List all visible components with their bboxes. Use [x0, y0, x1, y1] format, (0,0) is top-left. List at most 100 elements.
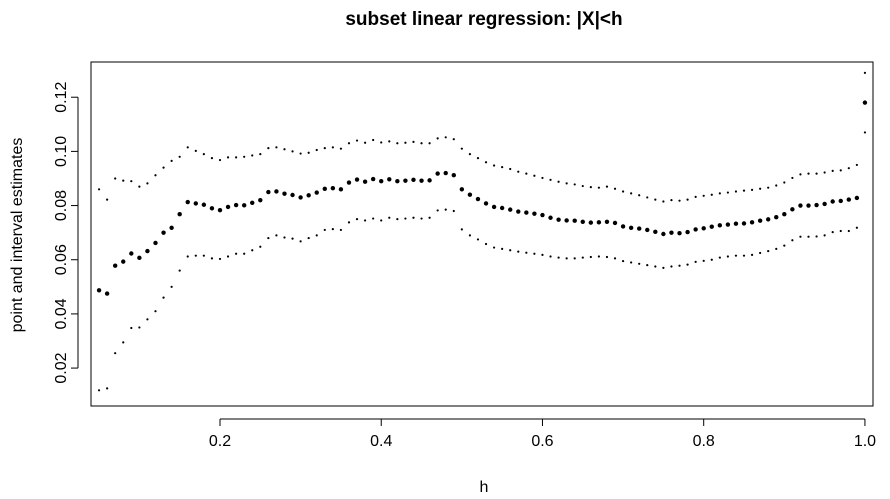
- data-point: [807, 235, 810, 238]
- data-point: [662, 200, 665, 203]
- data-point: [404, 141, 407, 144]
- data-point: [694, 260, 697, 263]
- data-point: [573, 183, 576, 186]
- data-point: [557, 256, 560, 259]
- data-point: [275, 234, 278, 237]
- data-point: [799, 235, 802, 238]
- data-point: [630, 261, 633, 264]
- data-point: [726, 255, 729, 258]
- data-point: [339, 228, 343, 232]
- data-point: [218, 158, 222, 162]
- data-point: [638, 262, 641, 265]
- data-point: [427, 178, 432, 183]
- data-point: [420, 217, 423, 220]
- data-point: [581, 184, 584, 188]
- data-point: [266, 189, 271, 195]
- data-point: [734, 190, 738, 193]
- data-point: [129, 251, 134, 256]
- data-point: [161, 230, 166, 235]
- data-point: [492, 246, 496, 249]
- data-point: [235, 156, 238, 159]
- y-tick-label: 0.12: [53, 82, 70, 113]
- data-point: [646, 196, 649, 199]
- data-point: [202, 254, 205, 257]
- data-point: [791, 176, 794, 180]
- data-point: [483, 201, 489, 206]
- x-axis-label: h: [480, 479, 489, 496]
- data-point: [379, 178, 384, 184]
- data-point: [862, 100, 868, 105]
- data-point: [509, 249, 512, 252]
- y-tick-label: 0.08: [53, 190, 70, 221]
- data-point: [468, 234, 472, 237]
- data-point: [822, 201, 827, 207]
- data-point: [588, 220, 594, 225]
- data-point: [757, 218, 763, 223]
- x-tick-label: 0.6: [531, 433, 553, 450]
- data-point: [380, 141, 383, 144]
- data-point: [436, 137, 439, 140]
- data-point: [726, 191, 729, 194]
- data-point: [589, 255, 592, 259]
- y-tick-label: 0.04: [53, 298, 70, 329]
- data-point: [612, 220, 618, 226]
- data-point: [686, 198, 689, 201]
- data-point: [540, 212, 545, 218]
- data-point: [686, 263, 689, 266]
- data-point: [138, 185, 141, 188]
- data-point: [355, 218, 359, 221]
- data-point: [395, 178, 400, 184]
- data-point: [750, 253, 754, 256]
- data-point: [791, 239, 794, 242]
- data-point: [307, 236, 310, 240]
- data-point: [419, 178, 424, 183]
- data-point: [388, 140, 391, 143]
- data-point: [556, 217, 561, 222]
- data-point: [765, 217, 771, 222]
- data-point: [767, 186, 770, 189]
- data-point: [241, 203, 247, 208]
- data-point: [387, 177, 392, 182]
- data-point: [759, 251, 762, 255]
- data-point: [267, 147, 270, 150]
- x-tick-label: 0.4: [370, 433, 392, 450]
- data-point: [541, 253, 544, 256]
- data-point: [396, 142, 399, 145]
- data-point: [315, 148, 318, 152]
- data-point: [178, 269, 181, 272]
- data-point: [354, 177, 360, 182]
- data-point: [548, 215, 553, 220]
- data-point: [154, 174, 157, 177]
- data-point: [815, 172, 818, 175]
- data-point: [799, 173, 802, 176]
- data-point: [783, 181, 786, 184]
- data-point: [106, 387, 109, 390]
- data-point: [654, 198, 657, 201]
- data-point: [146, 182, 149, 185]
- data-point: [146, 318, 149, 321]
- data-point: [589, 186, 592, 189]
- x-tick-label: 0.2: [209, 433, 231, 450]
- data-point: [565, 257, 568, 260]
- y-axis: 0.02 0.04 0.06 0.08 0.10 0.12: [53, 82, 79, 384]
- data-point: [396, 218, 399, 221]
- series-2: [97, 131, 867, 392]
- data-point: [661, 231, 666, 237]
- data-point: [290, 192, 295, 198]
- data-point: [467, 192, 473, 197]
- data-point: [209, 206, 215, 211]
- data-point: [218, 257, 222, 261]
- data-point: [291, 150, 294, 153]
- data-point: [420, 142, 423, 145]
- data-point: [846, 197, 852, 202]
- data-point: [251, 249, 254, 252]
- data-point: [162, 166, 165, 169]
- data-point: [565, 182, 568, 185]
- data-point: [194, 254, 197, 257]
- data-point: [516, 209, 521, 214]
- data-point: [388, 216, 391, 219]
- data-point: [475, 196, 481, 202]
- data-point: [823, 171, 826, 174]
- data-point: [741, 221, 747, 226]
- data-point: [670, 199, 673, 202]
